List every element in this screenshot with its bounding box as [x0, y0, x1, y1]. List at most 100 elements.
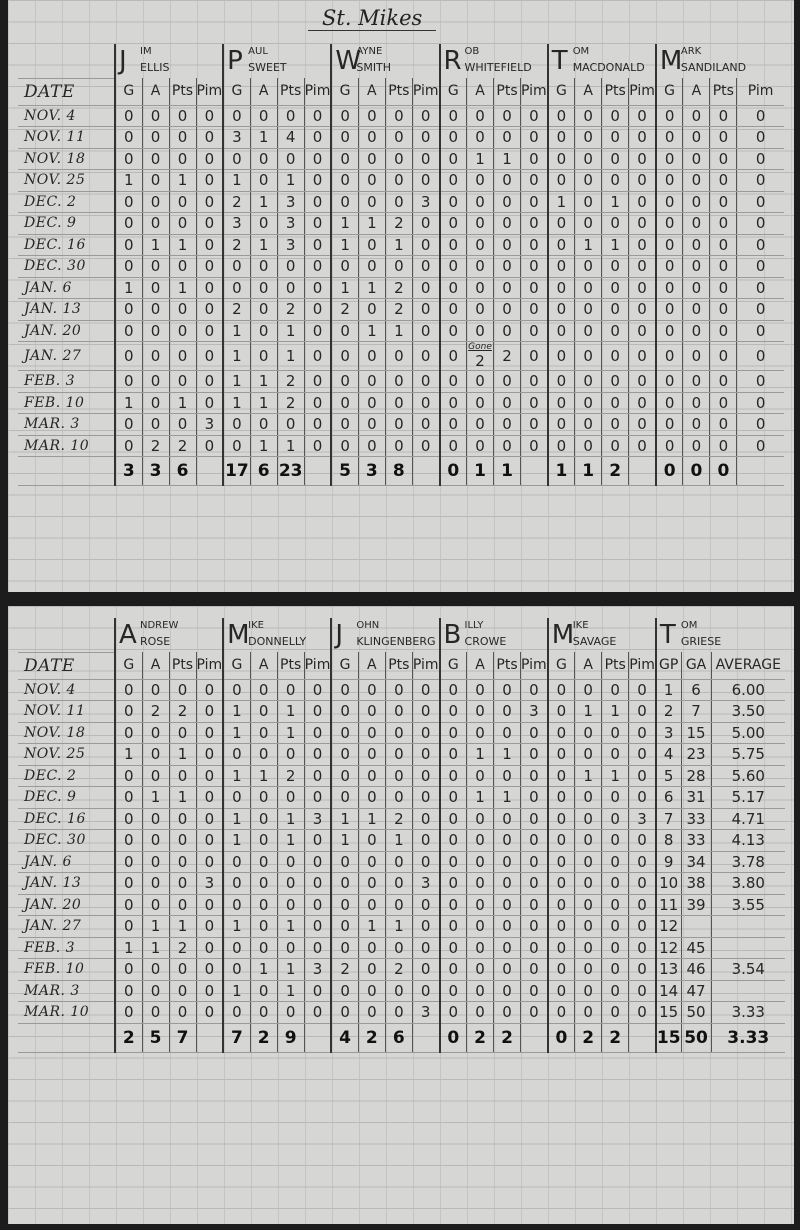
stat-cell: 1	[249, 234, 278, 256]
stat-cell: 6	[654, 786, 682, 809]
stat-cell: 0	[520, 105, 548, 127]
stat-cell: 0	[357, 191, 386, 213]
stat-cell: 46	[680, 958, 712, 981]
player-name: B ILLY CROWE	[438, 618, 548, 652]
stat-cell: 5	[654, 765, 682, 787]
player-first-name-rest: ARK	[680, 46, 702, 57]
stat-cell: 0	[276, 851, 305, 873]
stat-cell: 0	[114, 894, 142, 916]
stat-cell: 9	[654, 851, 682, 873]
stat-cell: 0	[601, 915, 629, 938]
stat-cell: 0	[411, 298, 440, 321]
stat-cell: 0	[330, 370, 359, 393]
game-row: JAN. 27 0 1 1 0 1 0 1 0 0 1 1 0 0 0 0 0 0 0 0 0 12	[18, 915, 786, 938]
column-header: Pts	[709, 78, 737, 106]
total-cell: 7	[222, 1023, 251, 1053]
stat-cell: 0	[168, 341, 196, 371]
stat-cell: 0	[141, 212, 169, 235]
stat-cell: 0	[168, 255, 196, 278]
stat-cell: 0	[249, 1001, 278, 1024]
player-initial: W	[335, 46, 362, 76]
game-date: FEB. 3	[18, 370, 115, 393]
stat-cell: 0	[628, 169, 656, 192]
stat-cell: 0	[357, 872, 386, 895]
column-header: A	[574, 78, 602, 106]
stat-cell: 0	[546, 105, 575, 127]
stat-cell: 0	[520, 277, 548, 299]
stat-cell: 0	[411, 980, 440, 1002]
stat-cell: 0	[546, 958, 575, 981]
stat-cell: 0	[330, 679, 359, 701]
stat-cell: 1	[546, 191, 575, 213]
stat-cell: 0	[411, 765, 440, 787]
stat-cell: 0	[493, 765, 521, 787]
stat-cell: 0	[574, 829, 602, 852]
stat-cell: 0	[574, 191, 602, 213]
stat-cell: 0	[195, 700, 224, 723]
stat-cell: 0	[520, 1001, 548, 1024]
stat-cell: 0	[546, 413, 575, 436]
stat-cell: 0	[411, 212, 440, 235]
stat-cell: 0	[438, 958, 467, 981]
stat-cell: 0	[195, 320, 224, 342]
stat-cell: 1	[222, 320, 251, 342]
stat-cell: 0	[114, 148, 142, 170]
stat-cell: 8	[654, 829, 682, 852]
stat-cell: 0	[709, 298, 737, 321]
total-cell	[520, 456, 548, 486]
stat-cell: 0	[493, 958, 521, 981]
stat-cell: 0	[601, 743, 629, 766]
stat-cell: 1	[168, 743, 196, 766]
stat-cell: 0	[357, 829, 386, 852]
stat-cell: 3	[276, 234, 305, 256]
stat-cell: 0	[276, 872, 305, 895]
stat-cell: 0	[168, 722, 196, 744]
stat-cell: 0	[114, 126, 142, 149]
stat-cell: 0	[682, 277, 710, 299]
stat-cell: 39	[680, 894, 712, 916]
stat-cell: 0	[195, 786, 224, 809]
stat-cell: 0	[249, 212, 278, 235]
total-cell: 15	[654, 1023, 682, 1053]
stat-cell: 0	[411, 413, 440, 436]
stat-cell: 0	[520, 980, 548, 1002]
stat-cell: 0	[168, 808, 196, 830]
stat-cell: 0	[411, 341, 440, 371]
column-header: G	[222, 78, 251, 106]
stat-cell: 0	[546, 435, 575, 457]
stat-cell: 0	[195, 765, 224, 787]
stat-cell: 0	[249, 413, 278, 436]
total-cell: 3	[114, 456, 142, 486]
column-header: G	[330, 78, 359, 106]
stat-cell: 0	[574, 980, 602, 1002]
column-header: Pts	[384, 652, 413, 680]
stat-cell: 0	[574, 255, 602, 278]
stat-cell: 0	[141, 191, 169, 213]
column-header: Pts	[601, 78, 629, 106]
stat-cell: 0	[601, 320, 629, 342]
stat-cell: 0	[628, 700, 656, 723]
stat-cell: 0	[574, 169, 602, 192]
column-header: Pim	[628, 652, 656, 680]
stat-cell: 1	[574, 234, 602, 256]
stat-cell: 0	[249, 829, 278, 852]
stat-cell: 7	[680, 700, 712, 723]
game-date: FEB. 10	[18, 958, 115, 981]
stat-cell: 0	[628, 786, 656, 809]
stat-cell: 0	[438, 148, 467, 170]
column-header: Pts	[276, 652, 305, 680]
stat-cell: 0	[546, 1001, 575, 1024]
stat-cell: 0	[736, 413, 784, 436]
stat-cell: 0	[330, 126, 359, 149]
stat-cell: 5.00	[710, 722, 786, 744]
player-name: T OM GRIESE	[654, 618, 786, 652]
column-header: A	[141, 78, 169, 106]
stat-cell: 0	[303, 743, 332, 766]
stat-cell: 1	[276, 320, 305, 342]
stat-cell: 0	[141, 1001, 169, 1024]
stat-cell: 0	[546, 743, 575, 766]
stat-cell: 0	[466, 808, 494, 830]
stat-cell: 0	[249, 872, 278, 895]
player-name: P AUL SWEET	[222, 44, 332, 78]
